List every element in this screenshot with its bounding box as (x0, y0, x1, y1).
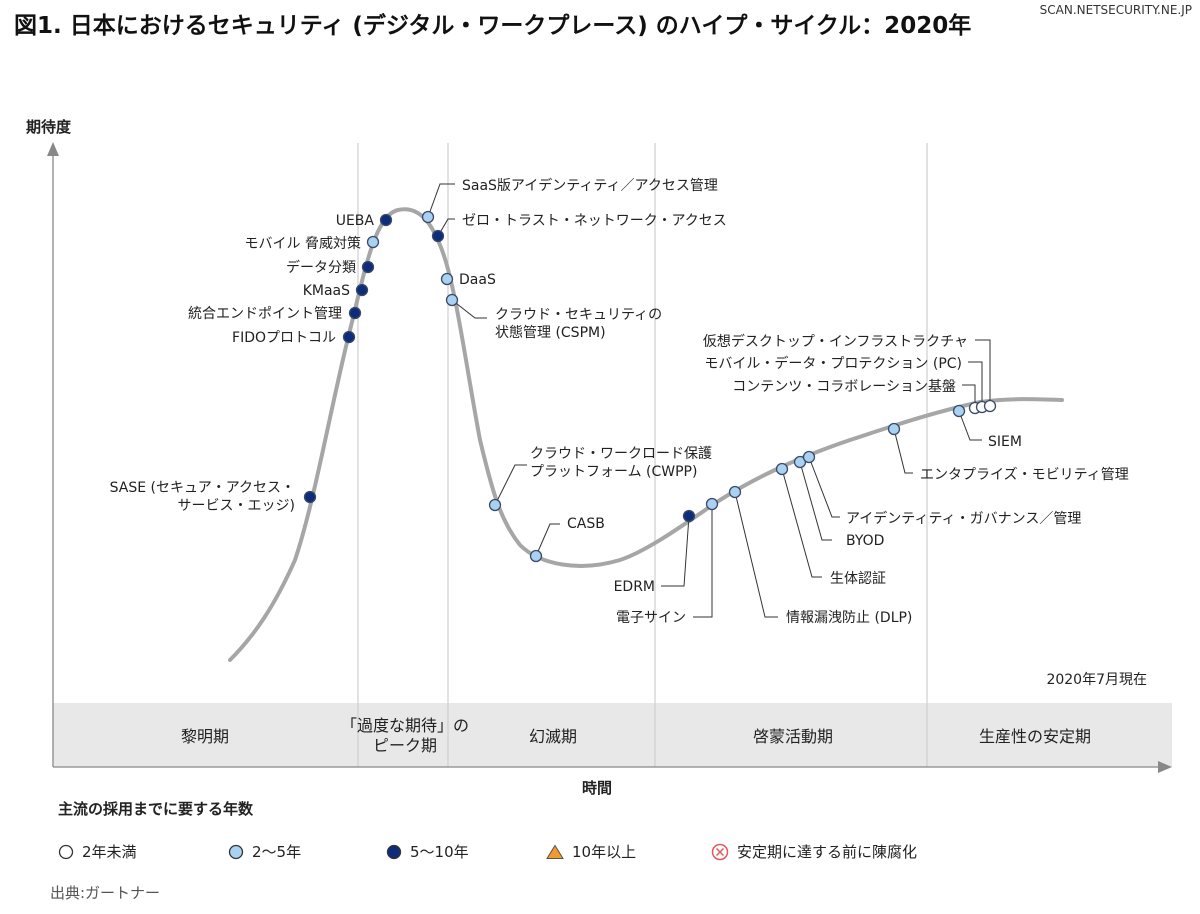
phase-labels: 黎明期 「過度な期待」のピーク期 幻滅期 啓蒙活動期 生産性の安定期 (181, 716, 1091, 755)
chart-point-label: アイデンティティ・ガバナンス／管理 (846, 510, 1081, 527)
chart-point-label: データ分類 (286, 259, 356, 276)
chart-point-label: FIDOプロトコル (232, 330, 336, 346)
chart-point-label: UEBA (336, 213, 375, 229)
phase-label: 啓蒙活動期 (753, 727, 833, 746)
callout-line (693, 504, 713, 618)
chart-point-marker (431, 229, 445, 243)
as-of-note: 2020年7月現在 (1046, 672, 1147, 688)
callout-line (958, 410, 982, 441)
chart-point-marker (303, 490, 317, 504)
chart-point-marker (342, 330, 356, 344)
callout-line (734, 491, 778, 618)
x-axis-arrow (1158, 761, 1172, 773)
dark-blue-circle-icon (386, 844, 402, 859)
chart-point-label: 仮想デスクトップ・インフラストラクチャ (703, 333, 968, 350)
callout-line (975, 339, 991, 406)
chart-point-marker (366, 235, 380, 249)
chart-point-marker (440, 272, 454, 286)
chart-point-label: ゼロ・トラスト・ネットワーク・アクセス (462, 213, 727, 229)
chart-point-marker (952, 404, 966, 418)
chart-point-label: モバイル・データ・プロテクション (PC) (704, 355, 962, 372)
chart-point-marker (348, 306, 362, 320)
chart-point-label: 情報漏洩防止 (DLP) (786, 610, 912, 626)
legend-item-5-10: 5〜10年 (386, 841, 546, 862)
chart-point-label: クラウド・ワークロード保護プラットフォーム (CWPP) (530, 446, 712, 480)
labels-layer: SASE (セキュア・アクセス・サービス・エッジ) FIDOプロトコル 統合エンドポ… (110, 177, 1129, 626)
y-axis-label: 期待度 (26, 118, 72, 136)
chart-point-label: EDRM (614, 579, 655, 595)
chart-point-label: BYOD (846, 533, 884, 549)
callout-line (962, 384, 976, 408)
legend-items: 2年未満 2〜5年 5〜10年 10年以上 安定期に達する前に陳腐化 (58, 841, 1058, 862)
orange-triangle-icon (546, 844, 564, 859)
chart-point-marker (379, 213, 393, 227)
chart-point-label: DaaS (459, 272, 496, 288)
chart-point-marker (887, 422, 901, 436)
chart-point-marker (802, 450, 816, 464)
chart-point-label: SASE (セキュア・アクセス・サービス・エッジ) (110, 480, 295, 514)
y-axis-arrow (47, 142, 59, 156)
white-circle-icon (58, 844, 74, 859)
chart-point-marker (488, 498, 502, 512)
chart-point-label: SIEM (988, 434, 1022, 450)
chart-point-marker (728, 485, 742, 499)
chart-point-label: 生体認証 (830, 571, 886, 587)
callout-line (451, 299, 487, 319)
chart-point-label: SaaS版アイデンティティ／アクセス管理 (462, 177, 718, 194)
light-blue-circle-icon (228, 844, 244, 859)
callout-line (661, 515, 690, 587)
site-credit: SCAN.NETSECURITY.NE.JP (1039, 3, 1192, 17)
legend-label: 安定期に達する前に陳腐化 (737, 843, 918, 861)
chart-point-marker (445, 293, 459, 307)
phase-label: 生産性の安定期 (979, 727, 1091, 746)
chart-point-marker (705, 497, 719, 511)
source-note: 出典:ガートナー (50, 884, 161, 902)
page-title: 図1. 日本におけるセキュリティ (デジタル・ワークプレース) のハイプ・サイク… (14, 13, 972, 39)
legend-label: 10年以上 (572, 843, 637, 861)
phase-label: 「過度な期待」のピーク期 (341, 716, 469, 755)
legend-item-lt2: 2年未満 (58, 841, 228, 862)
chart-point-label: 統合エンドポイント管理 (188, 306, 342, 322)
chart-point-marker (361, 260, 375, 274)
callout-line (437, 218, 455, 237)
chart-point-label: 電子サイン (616, 610, 686, 626)
chart-point-marker (421, 210, 435, 224)
chart-point-marker (355, 283, 369, 297)
phase-band (53, 703, 1172, 767)
legend: 主流の採用までに要する年数 2年未満 2〜5年 5〜10年 10年以上 安定期に… (58, 798, 1058, 862)
callout-line (808, 456, 840, 518)
red-x-circle-icon (711, 843, 729, 860)
legend-item-2-5: 2〜5年 (228, 841, 386, 862)
legend-item-obsolete: 安定期に達する前に陳腐化 (711, 841, 1011, 862)
chart-point-marker (682, 509, 696, 523)
phase-label: 幻滅期 (529, 727, 577, 746)
phase-label: 黎明期 (181, 727, 229, 746)
chart-point-marker (529, 549, 543, 563)
callout-line (535, 523, 560, 557)
markers-layer (303, 210, 997, 563)
hype-curve (228, 207, 1064, 662)
chart-point-label: クラウド・セキュリティの状態管理 (CSPM) (495, 307, 662, 341)
callout-line (968, 361, 983, 407)
chart-point-label: コンテンツ・コラボレーション基盤 (732, 378, 956, 395)
callout-line (799, 461, 832, 541)
x-axis-label: 時間 (582, 779, 612, 797)
chart-point-marker (983, 399, 997, 413)
callout-line (781, 468, 822, 578)
legend-label: 2年未満 (82, 843, 137, 861)
chart-point-marker (775, 462, 789, 476)
legend-label: 5〜10年 (410, 843, 469, 861)
chart-point-label: CASB (567, 516, 605, 532)
chart-point-label: モバイル 脅威対策 (245, 235, 361, 252)
chart-point-label: エンタプライズ・モビリティ管理 (920, 467, 1129, 483)
chart-point-label: KMaaS (303, 283, 350, 299)
legend-item-10plus: 10年以上 (546, 841, 711, 862)
callout-lines (427, 183, 991, 618)
callout-line (893, 428, 913, 474)
legend-title: 主流の採用までに要する年数 (58, 800, 254, 818)
callout-line (427, 183, 455, 218)
legend-label: 2〜5年 (252, 843, 302, 861)
callout-line (494, 464, 527, 506)
